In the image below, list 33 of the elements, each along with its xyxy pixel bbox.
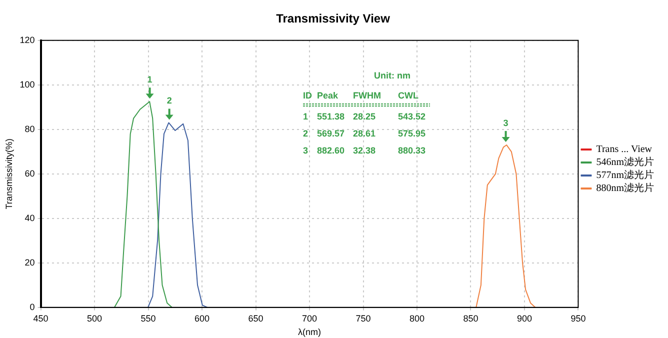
- x-tick-label: 500: [87, 313, 102, 324]
- annotation: Unit: nm: [374, 70, 410, 80]
- x-axis-title: λ(nm): [298, 327, 322, 338]
- x-tick-label: 600: [194, 313, 210, 324]
- x-tick-label: 950: [570, 313, 586, 324]
- annotation: 3: [503, 118, 508, 128]
- y-tick-label: 0: [30, 302, 35, 312]
- x-tick-label: 650: [248, 313, 264, 324]
- y-tick-label: 40: [24, 212, 35, 223]
- chart-title: Transmissivity View: [276, 12, 391, 26]
- x-tick-label: 550: [140, 313, 156, 324]
- text: ID Peak FWHM CWL: [303, 90, 418, 100]
- legend-label: 577nm滤光片: [596, 169, 654, 182]
- y-tick-label: 20: [24, 257, 35, 268]
- x-tick-label: 700: [302, 313, 318, 324]
- x-tick-label: 800: [409, 313, 425, 324]
- y-tick-label: 60: [24, 168, 35, 178]
- annotation: 2: [166, 96, 172, 106]
- text: 3 882.60 32.38 880.33: [303, 145, 426, 156]
- x-tick-label: 750: [356, 313, 371, 324]
- text: 1 551.38 28.25 543.52: [303, 111, 426, 122]
- legend-label: 880nm滤光片: [596, 182, 654, 194]
- y-tick-label: 100: [20, 79, 35, 90]
- y-tick-label: 120: [20, 34, 35, 45]
- y-axis-title: Transmissivity(%): [4, 138, 14, 210]
- x-tick-label: 450: [33, 313, 48, 324]
- x-tick-label: 850: [463, 313, 478, 324]
- text: 2 569.57 28.61 575.95: [303, 128, 426, 138]
- legend-label: Trans ... View: [596, 144, 653, 156]
- x-tick-label: 900: [516, 313, 532, 324]
- legend-label: 546nm滤光片: [596, 156, 654, 168]
- annotation: 1: [147, 74, 152, 85]
- y-tick-label: 80: [24, 124, 35, 134]
